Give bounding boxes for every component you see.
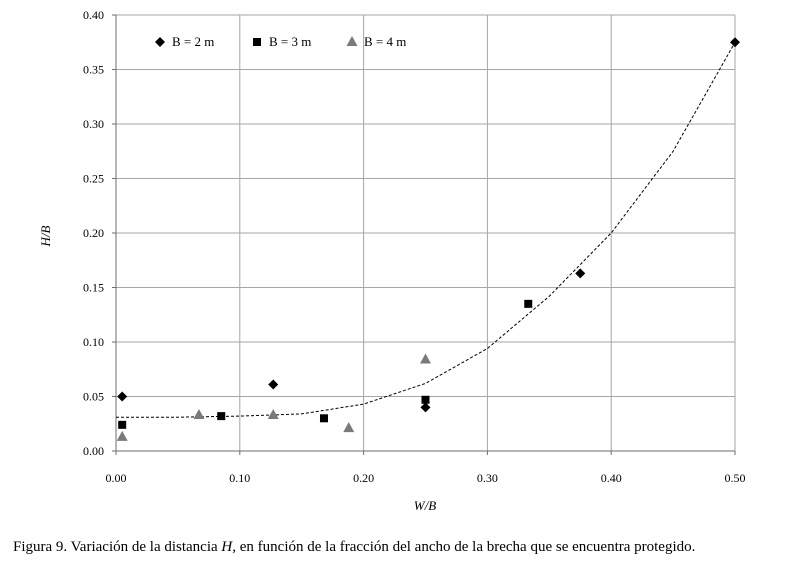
legend-marker-diamond [155,37,165,47]
y-tick-label: 0.35 [83,63,104,77]
x-tick-label: 0.00 [106,471,127,485]
data-point-diamond [730,37,740,48]
data-point-triangle [116,430,128,441]
y-tick-label: 0.15 [83,281,104,295]
x-tick-label: 0.30 [477,471,498,485]
axes [112,14,736,455]
y-tick-label: 0.20 [83,226,104,240]
data-point-triangle [193,409,205,420]
data-point-triangle [343,422,355,433]
caption-prefix: Figura 9. Variación de la distancia [13,539,222,555]
data-point-square [217,412,226,421]
caption-variable: H, [221,539,237,555]
data-point-diamond [117,391,128,402]
data-point-diamond [575,268,586,279]
y-tick-labels: 0.00 0.05 0.10 0.15 0.20 0.25 0.30 0.35 0.40 [83,8,104,458]
x-tick-label: 0.50 [725,471,746,485]
legend-label: B = 4 m [364,34,406,49]
x-tick-labels: 0.00 0.10 0.20 0.30 0.40 0.50 [106,471,746,485]
x-tick-label: 0.40 [601,471,622,485]
y-tick-label: 0.05 [83,390,104,404]
y-tick-label: 0.30 [83,117,104,131]
data-point-diamond [268,379,279,390]
figure-caption: Figura 9. Variación de la distancia H, e… [13,539,793,556]
legend-marker-square [253,38,261,46]
data-point-square [524,299,533,308]
data-points [116,37,740,441]
y-tick-label: 0.00 [83,444,104,458]
legend-label: B = 2 m [172,34,214,49]
y-axis-label: H/B [38,225,53,247]
y-tick-label: 0.10 [83,335,104,349]
x-tick-label: 0.10 [229,471,250,485]
x-tick-label: 0.20 [353,471,374,485]
y-tick-label: 0.25 [83,172,104,186]
data-point-diamond [420,402,431,413]
data-point-square [421,395,430,404]
data-point-square [118,420,127,429]
legend-label: B = 3 m [269,34,311,49]
y-tick-label: 0.40 [83,8,104,22]
caption-suffix: en función de la fracción del ancho de l… [236,539,696,555]
data-point-square [319,414,328,423]
legend: B = 2 m B = 3 m B = 4 m [155,34,406,49]
legend-marker-triangle [346,36,358,46]
scatter-chart: 0.00 0.05 0.10 0.15 0.20 0.25 0.30 0.35 0.40 0.0… [38,8,746,513]
data-point-triangle [420,353,431,364]
x-axis-label: W/B [414,498,436,513]
data-point-triangle [267,409,279,420]
